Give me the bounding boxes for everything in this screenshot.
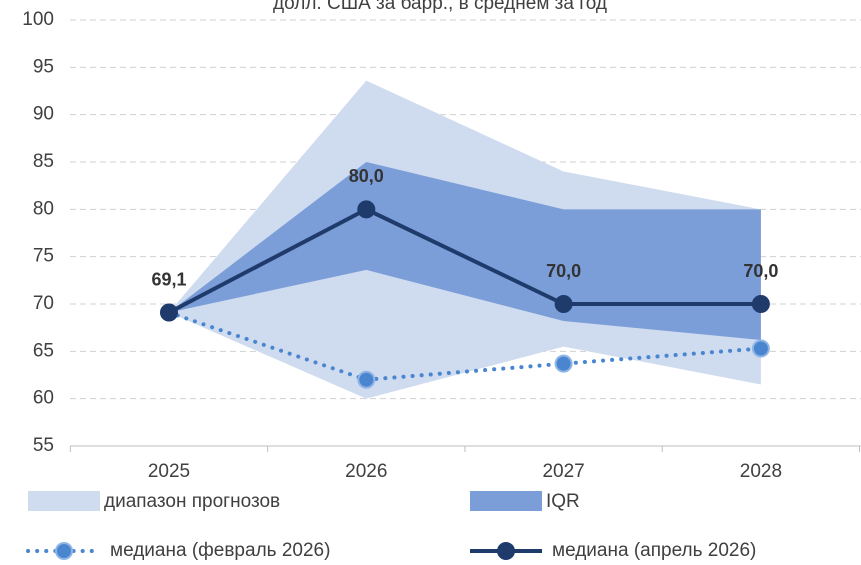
data-label: 70,0 bbox=[546, 261, 581, 281]
point bbox=[554, 354, 573, 373]
legend-swatch bbox=[28, 491, 100, 511]
x-tick-label: 2025 bbox=[148, 461, 190, 482]
y-tick-label: 80 bbox=[33, 198, 54, 219]
y-tick-label: 85 bbox=[33, 151, 54, 172]
chart-title: долл. США за барр., в среднем за год bbox=[273, 0, 607, 14]
x-tick-label: 2026 bbox=[345, 461, 387, 482]
y-tick-label: 55 bbox=[33, 435, 54, 456]
point bbox=[357, 370, 376, 389]
data-label: 70,0 bbox=[743, 261, 778, 281]
range-band bbox=[169, 162, 761, 340]
point bbox=[751, 339, 770, 358]
series-line bbox=[168, 207, 761, 315]
y-tick-label: 100 bbox=[22, 9, 54, 30]
y-tick-label: 90 bbox=[33, 104, 54, 125]
y-tick-label: 75 bbox=[33, 246, 54, 267]
point bbox=[357, 200, 376, 219]
x-tick-label: 2028 bbox=[740, 461, 782, 482]
legend-label: медиана (февраль 2026) bbox=[110, 540, 330, 561]
legend-swatch bbox=[470, 491, 542, 511]
legend-label: диапазон прогнозов bbox=[104, 491, 280, 512]
legend-marker bbox=[55, 542, 73, 560]
point bbox=[751, 295, 770, 313]
data-label: 69,1 bbox=[151, 269, 186, 289]
y-tick-label: 65 bbox=[33, 340, 54, 361]
y-tick-label: 60 bbox=[33, 388, 54, 409]
series-line bbox=[167, 310, 763, 382]
data-label: 80,0 bbox=[349, 166, 384, 186]
point bbox=[160, 303, 178, 322]
legend-label: медиана (апрель 2026) bbox=[552, 540, 756, 561]
legend-marker bbox=[497, 542, 515, 560]
y-tick-label: 95 bbox=[33, 56, 54, 77]
legend-label: IQR bbox=[546, 491, 580, 512]
y-tick-label: 70 bbox=[33, 293, 54, 314]
x-tick-label: 2027 bbox=[542, 461, 584, 482]
point bbox=[554, 295, 573, 313]
